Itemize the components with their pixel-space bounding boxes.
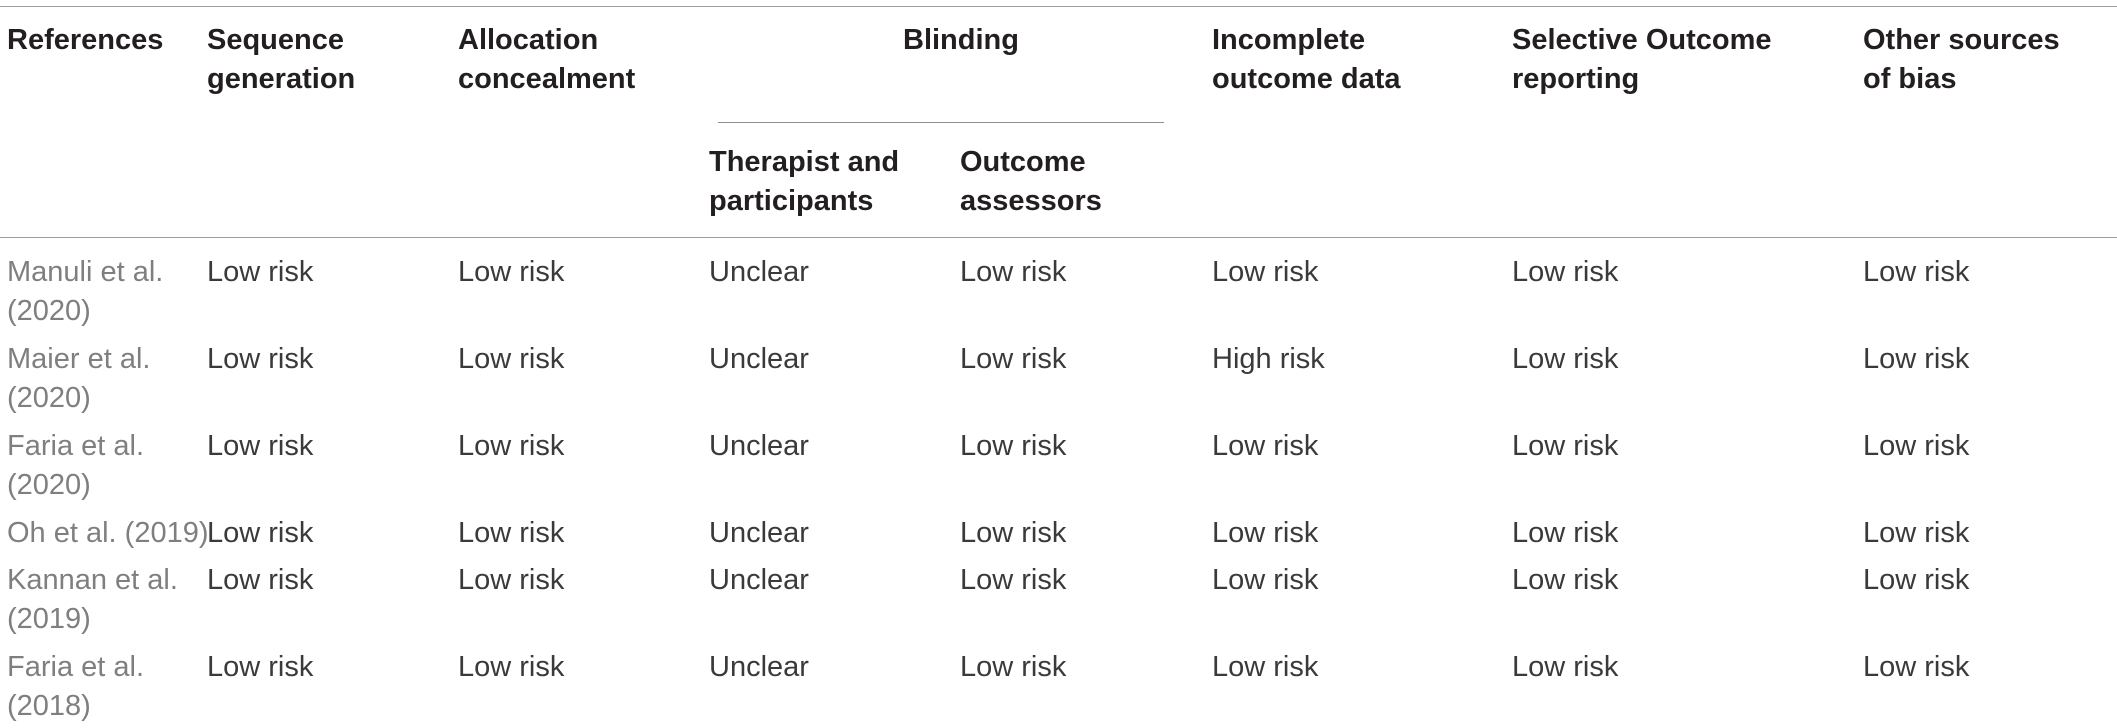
table-row-ref: Faria et al. (2020) [7,427,144,505]
sequence-generation-cell: Low risk [207,651,314,683]
table-row-ref: Faria et al. (2018) [7,648,144,726]
table-row-ref: Manuli et al. (2020) [7,253,163,331]
ref-line-2: (2020) [7,469,91,501]
allocation-concealment-cell: Low risk [458,564,565,596]
header-incomplete-outcome-data-line-2: outcome data [1212,63,1401,95]
selective-outcome-reporting-cell: Low risk [1512,651,1619,683]
header-other-sources-of-bias-line-1: Other sources [1863,24,2060,56]
other-sources-of-bias-cell: Low risk [1863,564,1970,596]
selective-outcome-reporting-cell: Low risk [1512,517,1619,549]
header-allocation-concealment-line-1: Allocation [458,24,599,56]
allocation-concealment-cell: Low risk [458,256,565,288]
therapist-participants-cell: Unclear [709,430,809,462]
selective-outcome-reporting-cell: Low risk [1512,343,1619,375]
table-top-rule [0,6,2117,7]
ref-line-1: Manuli et al. [7,256,164,288]
therapist-participants-cell: Unclear [709,564,809,596]
incomplete-outcome-data-cell: High risk [1212,343,1325,375]
incomplete-outcome-data-cell: Low risk [1212,256,1319,288]
header-sequence-generation: Sequence generation [207,21,355,99]
table-row-ref: Oh et al. (2019) [7,514,209,553]
ref-line-1: Oh et al. (2019) [7,517,209,549]
incomplete-outcome-data-cell: Low risk [1212,430,1319,462]
table-row-ref: Maier et al. (2020) [7,340,150,418]
sequence-generation-cell: Low risk [207,517,314,549]
sequence-generation-cell: Low risk [207,430,314,462]
selective-outcome-reporting-cell: Low risk [1512,564,1619,596]
sequence-generation-cell: Low risk [207,343,314,375]
ref-line-2: (2018) [7,690,91,722]
selective-outcome-reporting-cell: Low risk [1512,430,1619,462]
header-allocation-concealment: Allocation concealment [458,21,635,99]
ref-line-1: Faria et al. [7,430,144,462]
blinding-group-rule [718,122,1164,123]
other-sources-of-bias-cell: Low risk [1863,256,1970,288]
allocation-concealment-cell: Low risk [458,517,565,549]
outcome-assessors-cell: Low risk [960,430,1067,462]
header-selective-outcome-reporting: Selective Outcome reporting [1512,21,1772,99]
sequence-generation-cell: Low risk [207,256,314,288]
header-therapist-participants-line-2: participants [709,185,874,217]
other-sources-of-bias-cell: Low risk [1863,430,1970,462]
ref-line-1: Kannan et al. [7,564,178,596]
therapist-participants-cell: Unclear [709,651,809,683]
header-references-line-1: References [7,24,164,56]
outcome-assessors-cell: Low risk [960,564,1067,596]
ref-line-1: Maier et al. [7,343,151,375]
header-other-sources-of-bias: Other sources of bias [1863,21,2060,99]
header-outcome-assessors-line-1: Outcome [960,146,1086,178]
allocation-concealment-cell: Low risk [458,430,565,462]
header-selective-outcome-reporting-line-1: Selective Outcome [1512,24,1772,56]
header-therapist-participants: Therapist and participants [709,143,899,221]
header-incomplete-outcome-data: Incomplete outcome data [1212,21,1401,99]
ref-line-2: (2019) [7,603,91,635]
outcome-assessors-cell: Low risk [960,651,1067,683]
incomplete-outcome-data-cell: Low risk [1212,651,1319,683]
header-selective-outcome-reporting-line-2: reporting [1512,63,1640,95]
other-sources-of-bias-cell: Low risk [1863,517,1970,549]
ref-line-1: Faria et al. [7,651,144,683]
table-row-ref: Kannan et al. (2019) [7,561,178,639]
header-sequence-generation-line-1: Sequence [207,24,344,56]
therapist-participants-cell: Unclear [709,343,809,375]
header-outcome-assessors: Outcome assessors [960,143,1102,221]
selective-outcome-reporting-cell: Low risk [1512,256,1619,288]
allocation-concealment-cell: Low risk [458,343,565,375]
header-references: References [7,21,163,60]
header-blinding: Blinding [903,24,1019,56]
header-therapist-participants-line-1: Therapist and [709,146,900,178]
outcome-assessors-cell: Low risk [960,256,1067,288]
incomplete-outcome-data-cell: Low risk [1212,564,1319,596]
other-sources-of-bias-cell: Low risk [1863,343,1970,375]
header-sequence-generation-line-2: generation [207,63,356,95]
ref-line-2: (2020) [7,295,91,327]
allocation-concealment-cell: Low risk [458,651,565,683]
header-outcome-assessors-line-2: assessors [960,185,1102,217]
other-sources-of-bias-cell: Low risk [1863,651,1970,683]
header-allocation-concealment-line-2: concealment [458,63,636,95]
therapist-participants-cell: Unclear [709,517,809,549]
header-bottom-rule [0,237,2117,238]
sequence-generation-cell: Low risk [207,564,314,596]
therapist-participants-cell: Unclear [709,256,809,288]
ref-line-2: (2020) [7,382,91,414]
header-incomplete-outcome-data-line-1: Incomplete [1212,24,1366,56]
outcome-assessors-cell: Low risk [960,517,1067,549]
header-other-sources-of-bias-line-2: of bias [1863,63,1957,95]
incomplete-outcome-data-cell: Low risk [1212,517,1319,549]
outcome-assessors-cell: Low risk [960,343,1067,375]
